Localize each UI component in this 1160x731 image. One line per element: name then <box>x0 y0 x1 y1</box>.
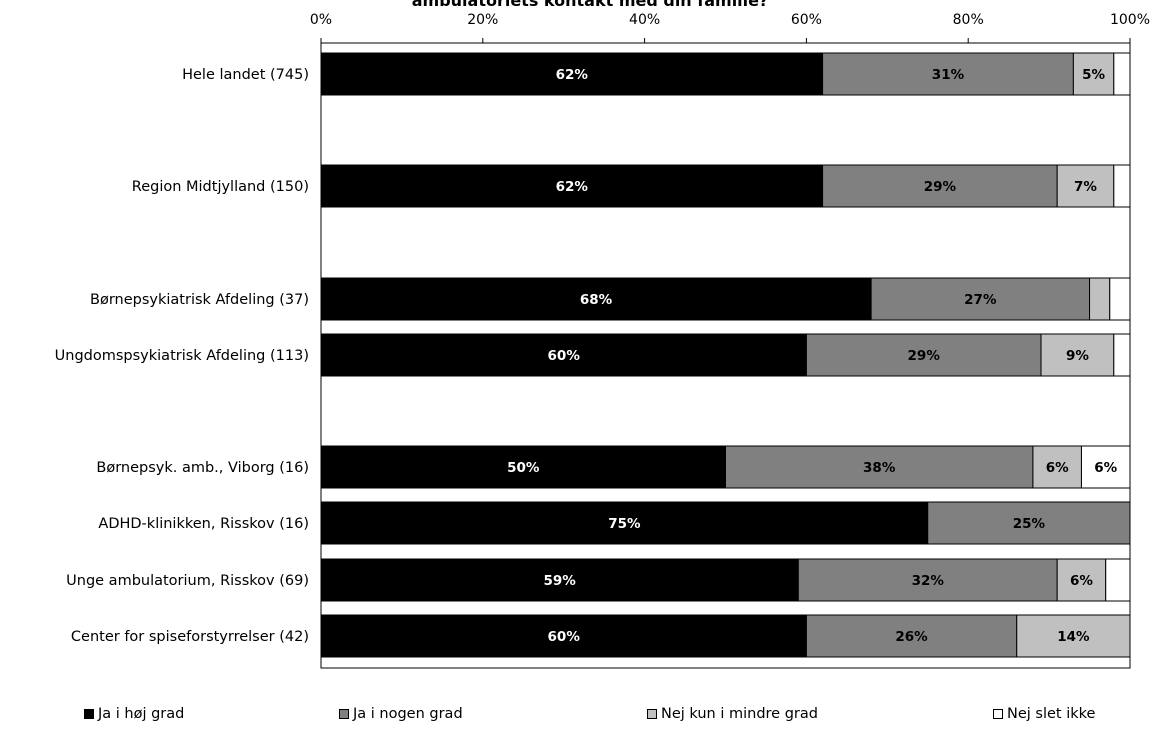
x-tick-label: 0% <box>310 12 332 28</box>
bar-segment <box>805 333 1042 377</box>
bar-segment <box>1105 558 1131 602</box>
bar-segment <box>320 445 726 489</box>
bar-segment <box>320 501 929 545</box>
bar-segment <box>1113 164 1131 208</box>
chart-title: ambulatoriets kontakt med din familie? <box>412 0 769 10</box>
bar-segment <box>1056 558 1107 602</box>
bar-value-label: 60% <box>548 629 581 645</box>
bar-segment <box>320 558 799 602</box>
category-label: Center for spiseforstyrrelser (42) <box>71 629 309 645</box>
category-label: ADHD-klinikken, Risskov (16) <box>98 516 309 532</box>
bar-segment <box>870 277 1091 321</box>
legend-swatch <box>993 709 1003 719</box>
bar-segment <box>320 333 807 377</box>
bar-segment <box>822 164 1058 208</box>
bar-value-label: 62% <box>556 67 589 83</box>
bar-value-label: 38% <box>863 460 896 476</box>
bar-value-label: 26% <box>895 629 928 645</box>
legend-item: Nej slet ikke <box>993 706 1095 722</box>
legend-swatch <box>647 709 657 719</box>
bar-value-label: 59% <box>543 573 576 589</box>
bar-value-label: 68% <box>580 292 613 308</box>
bar-segment <box>1040 333 1115 377</box>
bar-segment <box>927 501 1131 545</box>
bar-value-label: 29% <box>924 179 957 195</box>
legend-label: Nej kun i mindre grad <box>661 706 818 722</box>
bar-value-label: 27% <box>964 292 997 308</box>
bar-value-label: 6% <box>1094 460 1117 476</box>
x-tick-label: 100% <box>1110 12 1150 28</box>
plot-area: 0% 20% 40% 60% 80% 100% Hele landet (745) 62% 31… <box>55 12 1150 669</box>
bar-segment <box>1113 333 1131 377</box>
bar-segment <box>1016 614 1131 658</box>
category-label: Unge ambulatorium, Risskov (69) <box>66 573 309 589</box>
bar-segment <box>1113 52 1131 96</box>
bar-segment <box>1109 277 1131 321</box>
bar-segment <box>797 558 1058 602</box>
bar-value-label: 25% <box>1013 516 1046 532</box>
bar-segment <box>320 277 872 321</box>
bar-value-label: 29% <box>908 348 941 364</box>
bar-value-label: 9% <box>1066 348 1089 364</box>
stacked-bar-chart: ambulatoriets kontakt med din familie? 0… <box>55 0 1150 669</box>
bar-segment <box>320 614 807 658</box>
category-label: Børnepsykiatrisk Afdeling (37) <box>90 292 309 308</box>
bar-segment <box>320 52 824 96</box>
bar-segment <box>1032 445 1082 489</box>
legend-item: Ja i nogen grad <box>339 706 463 722</box>
bar-value-label: 5% <box>1082 67 1105 83</box>
category-label: Børnepsyk. amb., Viborg (16) <box>96 460 309 476</box>
bar-value-label: 32% <box>912 573 945 589</box>
bar-segment <box>822 52 1074 96</box>
legend: Ja i høj grad Ja i nogen grad Nej kun i mi… <box>0 706 1160 728</box>
legend-swatch <box>339 709 349 719</box>
bar-value-label: 14% <box>1057 629 1090 645</box>
bar-value-label: 62% <box>556 179 589 195</box>
legend-item: Ja i høj grad <box>84 706 184 722</box>
legend-item: Nej kun i mindre grad <box>647 706 818 722</box>
bar-segment <box>805 614 1018 658</box>
bar-value-label: 6% <box>1070 573 1093 589</box>
legend-label: Ja i høj grad <box>98 706 185 722</box>
bar-value-label: 75% <box>608 516 641 532</box>
bar-segment <box>1089 277 1111 321</box>
x-tick-label: 80% <box>953 12 984 28</box>
x-tick-label: 40% <box>629 12 660 28</box>
bar-value-label: 60% <box>548 348 581 364</box>
bar-segment <box>1072 52 1115 96</box>
category-label: Hele landet (745) <box>182 67 309 83</box>
bar-segment <box>320 164 824 208</box>
legend-label: Ja i nogen grad <box>353 706 463 722</box>
legend-swatch <box>84 709 94 719</box>
category-label: Region Midtjylland (150) <box>132 179 309 195</box>
category-label: Ungdomspsykiatrisk Afdeling (113) <box>55 348 309 364</box>
bar-value-label: 7% <box>1074 179 1097 195</box>
x-tick-label: 60% <box>791 12 822 28</box>
bar-value-label: 6% <box>1046 460 1069 476</box>
bar-value-label: 50% <box>507 460 540 476</box>
bar-value-label: 31% <box>932 67 965 83</box>
x-tick-label: 20% <box>467 12 498 28</box>
bar-segment <box>725 445 1034 489</box>
legend-label: Nej slet ikke <box>1007 706 1096 722</box>
bar-segment <box>1080 445 1131 489</box>
